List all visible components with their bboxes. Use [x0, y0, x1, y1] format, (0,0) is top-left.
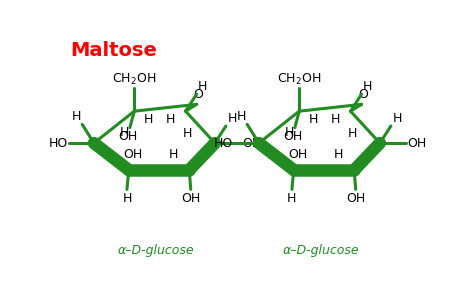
Text: HO: HO [213, 136, 233, 149]
Text: H: H [71, 110, 81, 123]
Text: OH: OH [346, 192, 365, 205]
Text: H: H [169, 148, 178, 161]
Text: H: H [309, 113, 319, 126]
Text: OH: OH [123, 148, 142, 161]
Text: OH: OH [242, 136, 261, 149]
Text: H: H [144, 113, 154, 126]
Text: OH: OH [407, 136, 426, 149]
Text: H: H [228, 112, 237, 125]
Text: HO: HO [48, 136, 68, 149]
Text: H: H [334, 148, 343, 161]
Text: H: H [183, 128, 192, 141]
Text: H: H [236, 110, 245, 123]
Text: OH: OH [118, 130, 138, 143]
Text: CH$_2$OH: CH$_2$OH [112, 71, 157, 86]
Text: H: H [119, 126, 129, 139]
Text: OH: OH [288, 148, 307, 161]
Text: H: H [122, 192, 131, 205]
Text: H: H [392, 112, 402, 125]
Text: α–D-glucose: α–D-glucose [118, 244, 194, 258]
Text: α–D-glucose: α–D-glucose [283, 244, 359, 258]
Text: OH: OH [181, 192, 201, 205]
Text: H: H [363, 80, 372, 93]
Text: O: O [359, 88, 368, 101]
Text: H: H [331, 113, 341, 126]
Text: Maltose: Maltose [70, 41, 157, 60]
Text: OH: OH [283, 130, 303, 143]
Text: CH$_2$OH: CH$_2$OH [277, 71, 321, 86]
Text: H: H [348, 128, 357, 141]
Text: H: H [198, 80, 208, 93]
Text: H: H [287, 192, 297, 205]
Text: O: O [193, 88, 203, 101]
Text: H: H [284, 126, 294, 139]
Text: H: H [166, 113, 175, 126]
